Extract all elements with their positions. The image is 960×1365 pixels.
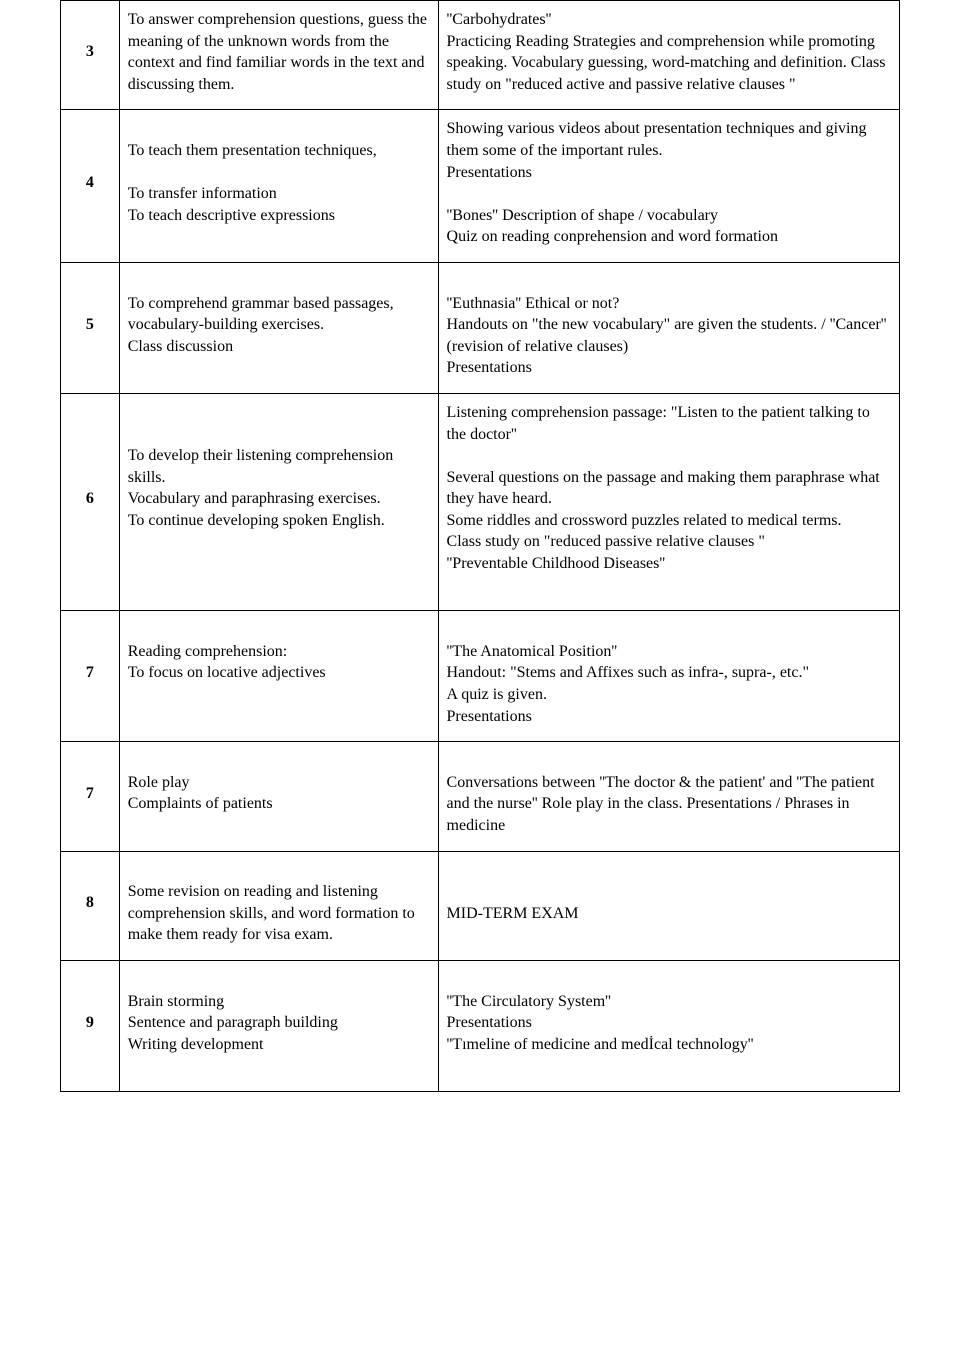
content-cell: MID-TERM EXAM [438,851,899,960]
objectives-cell: To teach them presentation techniques,To… [119,110,438,263]
table-row: 7Role playComplaints of patientsConversa… [61,742,900,851]
row-number: 9 [61,960,120,1091]
table-row: 8Some revision on reading and listening … [61,851,900,960]
content-cell: ''Euthnasia'' Ethical or not?Handouts on… [438,262,899,393]
table-row: 4To teach them presentation techniques,T… [61,110,900,263]
content-cell: ''The Anatomical Position''Handout: "Ste… [438,611,899,742]
row-number: 3 [61,1,120,110]
content-cell: Listening comprehension passage: "Listen… [438,393,899,610]
objectives-cell: Some revision on reading and listening c… [119,851,438,960]
row-number: 7 [61,611,120,742]
content-cell: ''The Circulatory System''Presentations'… [438,960,899,1091]
objectives-cell: To comprehend grammar based passages, vo… [119,262,438,393]
content-cell: Showing various videos about presentatio… [438,110,899,263]
table-row: 6To develop their listening comprehensio… [61,393,900,610]
objectives-cell: To answer comprehension questions, guess… [119,1,438,110]
content-cell: Conversations between ''The doctor & the… [438,742,899,851]
row-number: 7 [61,742,120,851]
objectives-cell: Brain stormingSentence and paragraph bui… [119,960,438,1091]
objectives-cell: Reading comprehension:To focus on locati… [119,611,438,742]
row-number: 6 [61,393,120,610]
content-cell: ''Carbohydrates''Practicing Reading Stra… [438,1,899,110]
objectives-cell: To develop their listening comprehension… [119,393,438,610]
row-number: 4 [61,110,120,263]
syllabus-table: 3To answer comprehension questions, gues… [60,0,900,1092]
table-row: 3To answer comprehension questions, gues… [61,1,900,110]
table-row: 9Brain stormingSentence and paragraph bu… [61,960,900,1091]
table-row: 5To comprehend grammar based passages, v… [61,262,900,393]
row-number: 8 [61,851,120,960]
table-row: 7Reading comprehension:To focus on locat… [61,611,900,742]
objectives-cell: Role playComplaints of patients [119,742,438,851]
row-number: 5 [61,262,120,393]
